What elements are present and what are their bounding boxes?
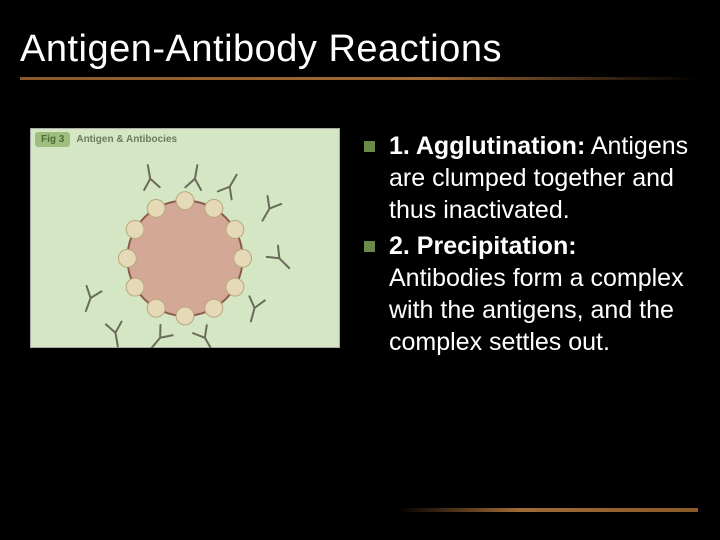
bullet-item: 2. Precipitation: Antibodies form a comp… — [364, 230, 690, 358]
page-title: Antigen-Antibody Reactions — [20, 28, 700, 71]
text-column: 1. Agglutination: Antigens are clumped t… — [364, 128, 690, 362]
title-area: Antigen-Antibody Reactions — [0, 0, 720, 88]
antigen-diagram — [31, 149, 339, 348]
bullet-item: 1. Agglutination: Antigens are clumped t… — [364, 130, 690, 226]
bullet-rest: Antibodies form a complex with the antig… — [389, 264, 684, 356]
bullet-text: 1. Agglutination: Antigens are clumped t… — [389, 130, 690, 226]
title-underline — [20, 77, 700, 80]
figure-caption: Antigen & Antibocies — [76, 134, 177, 145]
slide: Antigen-Antibody Reactions Fig 3 Antigen… — [0, 0, 720, 540]
bullet-text: 2. Precipitation: Antibodies form a comp… — [389, 230, 690, 358]
figure-box: Fig 3 Antigen & Antibocies — [30, 128, 340, 348]
bullet-marker-icon — [364, 141, 375, 152]
bullet-bold: 1. Agglutination: — [389, 132, 585, 160]
content-row: Fig 3 Antigen & Antibocies 1. Agglutinat… — [0, 88, 720, 362]
bullet-bold: 2. Precipitation: — [389, 232, 577, 260]
figure-badge: Fig 3 — [35, 132, 70, 147]
bottom-accent — [398, 508, 698, 512]
figure-label-bar: Fig 3 Antigen & Antibocies — [31, 129, 339, 149]
bullet-marker-icon — [364, 241, 375, 252]
